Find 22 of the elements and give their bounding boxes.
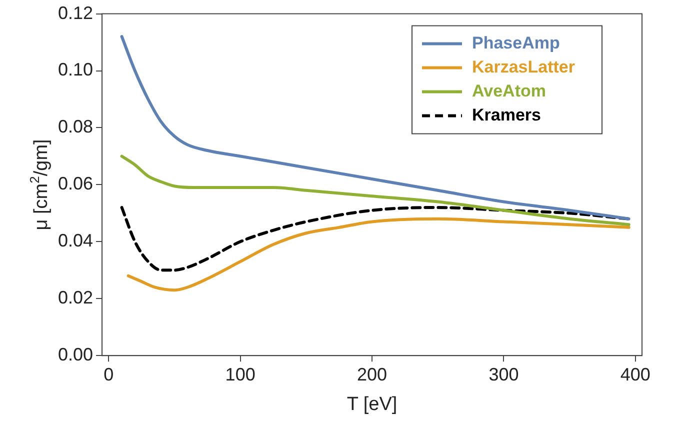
x-tick-label: 100 xyxy=(225,364,256,384)
legend-label: Kramers xyxy=(472,105,541,124)
y-tick-label: 0.10 xyxy=(58,60,94,80)
legend-label: AveAtom xyxy=(472,81,546,100)
y-tick-label: 0.12 xyxy=(58,2,94,23)
x-tick-label: 200 xyxy=(356,364,388,384)
x-tick-label: 300 xyxy=(488,364,519,384)
line-series xyxy=(120,35,630,220)
legend-label: KarzasLatter xyxy=(472,57,576,76)
x-tick-label: 400 xyxy=(620,364,650,384)
x-axis-title: T [eV] xyxy=(346,394,398,415)
legend-label: PhaseAmp xyxy=(472,33,560,52)
line-series xyxy=(120,206,630,272)
y-tick-label: 0.08 xyxy=(58,116,94,137)
y-tick-label: 0.06 xyxy=(58,174,94,194)
line-series xyxy=(120,154,630,226)
y-tick-label: 0.04 xyxy=(58,230,94,251)
y-tick-label: 0.00 xyxy=(58,344,94,365)
y-tick-label: 0.02 xyxy=(58,288,94,308)
y-axis-title: μ [cm2/gm] xyxy=(27,139,52,230)
x-tick-label: 0 xyxy=(104,364,114,384)
line-series xyxy=(126,217,630,292)
